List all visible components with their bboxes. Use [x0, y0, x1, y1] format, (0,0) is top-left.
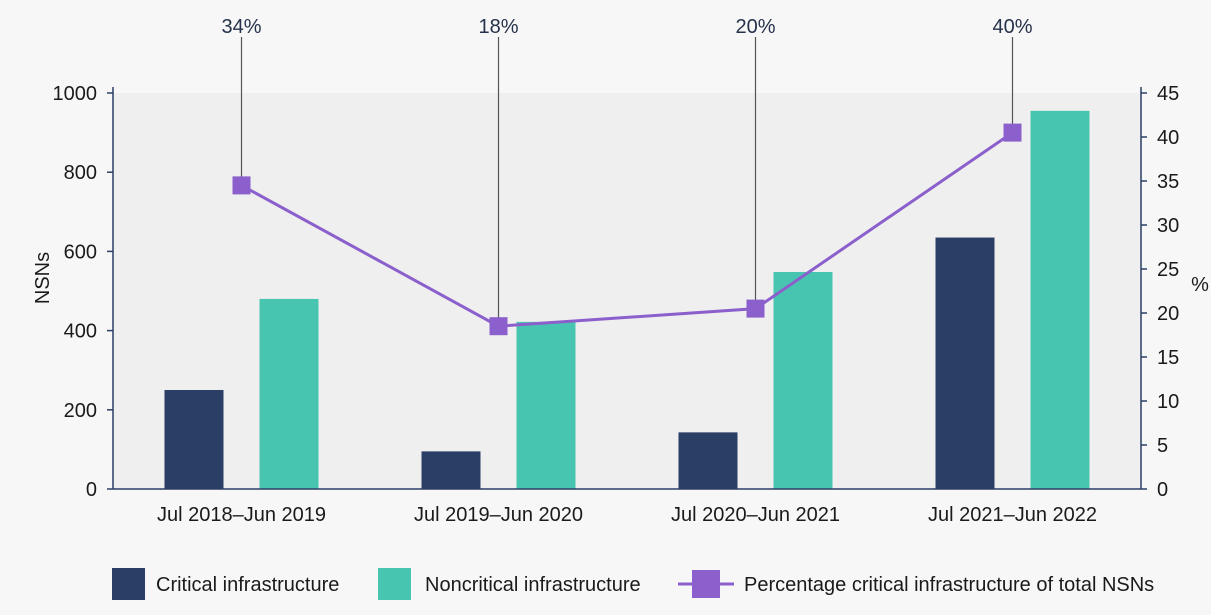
percentage-line	[240, 131, 1014, 328]
y2-tick-label: 40	[1157, 127, 1179, 149]
y2-tick-label: 25	[1157, 259, 1179, 281]
bar-critical-3	[935, 237, 995, 489]
x-ticks: Jul 2018–Jun 2019 Jul 2019–Jun 2020 Jul 20…	[157, 504, 1097, 526]
y2-axis-title: %	[1191, 274, 1209, 296]
legend-marker-percentage	[692, 570, 720, 598]
y2-tick-label: 15	[1157, 347, 1179, 369]
y2-tick-label: 30	[1157, 215, 1179, 237]
legend-label-critical: Critical infrastructure	[156, 574, 339, 596]
x-tick-label: Jul 2020–Jun 2021	[671, 504, 840, 526]
annotation-label: 20%	[735, 16, 775, 38]
annotation-label: 34%	[221, 16, 261, 38]
legend-swatch-critical	[112, 568, 145, 600]
y-tick-label: 400	[64, 321, 97, 343]
percentage-point	[1003, 123, 1022, 142]
percentage-point	[746, 299, 765, 318]
bar-critical-1	[421, 451, 481, 489]
bars-layer	[164, 110, 1090, 489]
bar-noncritical-1	[516, 321, 576, 489]
percentage-point	[489, 317, 508, 336]
percentage-point	[232, 176, 251, 195]
y-tick-label: 0	[86, 479, 97, 501]
x-tick-label: Jul 2019–Jun 2020	[414, 504, 583, 526]
y2-tick-label: 0	[1157, 479, 1168, 501]
x-tick-label: Jul 2018–Jun 2019	[157, 504, 326, 526]
y2-tick-label: 45	[1157, 83, 1179, 105]
y-tick-label: 1000	[53, 83, 98, 105]
y2-tick-label: 10	[1157, 391, 1179, 413]
bar-critical-0	[164, 390, 224, 489]
legend-swatch-noncritical	[378, 568, 411, 600]
bar-noncritical-0	[259, 298, 319, 489]
line-layer	[232, 123, 1022, 336]
legend-label-percentage: Percentage critical infrastructure of to…	[744, 574, 1154, 596]
annotation-label: 18%	[478, 16, 518, 38]
y-tick-label: 800	[64, 162, 97, 184]
y2-tick-label: 5	[1157, 435, 1168, 457]
y2-tick-label: 20	[1157, 303, 1179, 325]
y-tick-label: 600	[64, 241, 97, 263]
right-ticks: 0 5 10 15 20 25 30 35 40 45	[1141, 83, 1179, 501]
annotation-label: 40%	[992, 16, 1032, 38]
annotations-layer: 34% 18% 20% 40%	[221, 16, 1033, 327]
legend-label-noncritical: Noncritical infrastructure	[425, 574, 641, 596]
y-axis-title: NSNs	[32, 252, 54, 304]
y-tick-label: 200	[64, 400, 97, 422]
x-tick-label: Jul 2021–Jun 2022	[928, 504, 1097, 526]
left-ticks: 0 200 400 600 800 1000	[53, 83, 113, 501]
y2-tick-label: 35	[1157, 171, 1179, 193]
legend: Critical infrastructure Noncritical infra…	[112, 568, 1154, 600]
bar-noncritical-2	[773, 271, 833, 489]
bar-noncritical-3	[1030, 110, 1090, 489]
bar-critical-2	[678, 432, 738, 489]
